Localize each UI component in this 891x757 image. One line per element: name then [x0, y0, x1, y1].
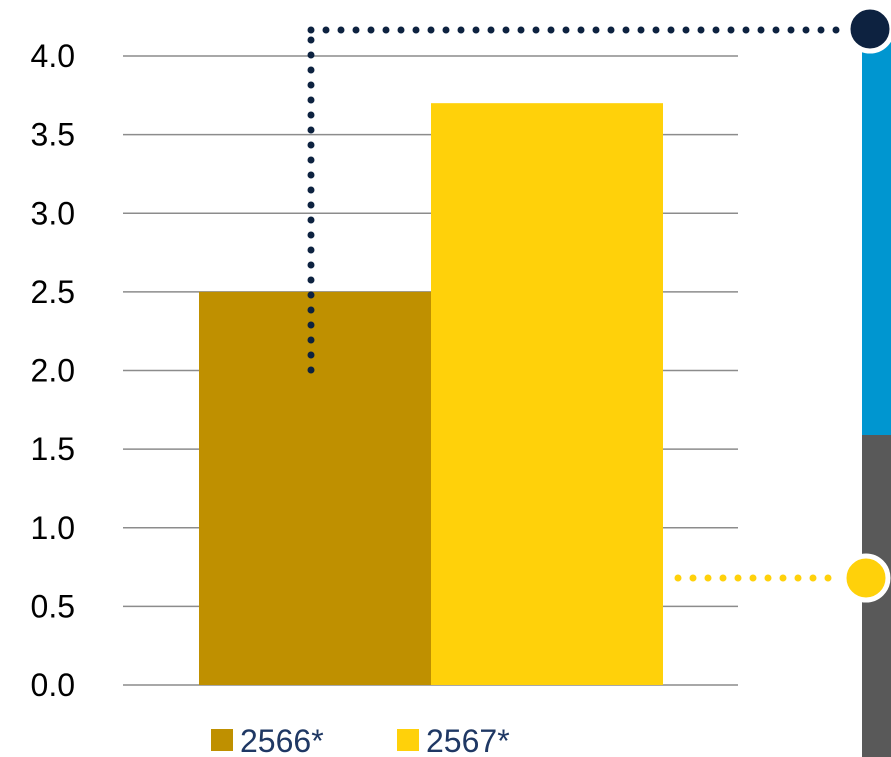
y-tick-label: 0.0: [31, 667, 75, 703]
bars: [199, 103, 663, 686]
bar-2567: [431, 103, 663, 686]
y-tick-label: 1.0: [31, 510, 75, 546]
navy-end-dot-icon: [845, 4, 891, 54]
decor-blue-strip: [862, 40, 891, 435]
y-tick-label: 2.0: [31, 353, 75, 389]
legend-swatch-2566: [211, 729, 233, 751]
bar-2566: [199, 291, 431, 685]
y-tick-label: 4.0: [31, 38, 75, 74]
legend-swatch-2567: [397, 729, 419, 751]
legend-label-2566: 2566*: [240, 723, 324, 757]
y-tick-label: 3.5: [31, 117, 75, 153]
y-tick-label: 1.5: [31, 431, 75, 467]
legend-label-2567: 2567*: [426, 723, 510, 757]
y-tick-label: 3.0: [31, 195, 75, 231]
decorative-side-panel: [307, 4, 891, 757]
y-tick-label: 2.5: [31, 274, 75, 310]
y-tick-label: 0.5: [31, 588, 75, 624]
y-axis-ticks: 0.0 0.5 1.0 1.5 2.0 2.5 3.0 3.5 4.0: [31, 38, 75, 703]
yellow-end-dot-icon: [841, 553, 891, 603]
legend: 2566* 2567*: [211, 723, 510, 757]
